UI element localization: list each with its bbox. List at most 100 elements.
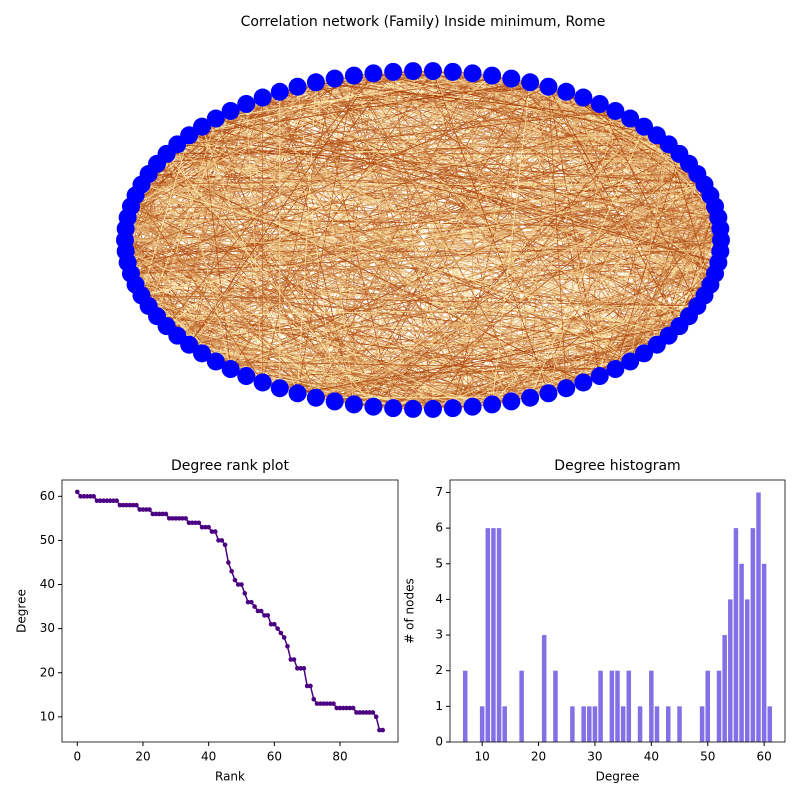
edge (230, 194, 711, 370)
edge (334, 78, 669, 145)
point (176, 516, 182, 521)
point (101, 498, 106, 504)
edge (510, 78, 616, 370)
point (278, 630, 284, 636)
edge (262, 382, 567, 389)
bar (649, 670, 654, 742)
point (268, 621, 274, 627)
bar (581, 706, 586, 742)
bar (479, 706, 485, 742)
node (521, 388, 540, 407)
edge (511, 305, 698, 402)
edge (148, 173, 631, 362)
point (275, 626, 280, 631)
y-tick-label: 3 (435, 628, 443, 642)
point (153, 511, 159, 517)
point (140, 507, 146, 512)
node (237, 94, 256, 113)
point (370, 710, 376, 715)
edge (157, 315, 657, 346)
node (206, 352, 225, 371)
node (539, 384, 558, 403)
bar (761, 563, 767, 742)
edge (315, 134, 658, 399)
edge (614, 110, 645, 354)
x-tick-label: 60 (267, 750, 282, 764)
edge (127, 78, 335, 263)
edge (189, 344, 473, 408)
node (288, 384, 307, 403)
point (183, 516, 188, 521)
edge (125, 91, 567, 252)
point (258, 608, 264, 614)
edge (432, 70, 698, 175)
bar (570, 706, 575, 742)
point (239, 582, 244, 587)
bar (502, 706, 507, 742)
edge (334, 173, 698, 402)
point (196, 520, 202, 526)
node (539, 77, 558, 96)
bar (462, 670, 468, 742)
edge (297, 325, 680, 394)
node (288, 77, 307, 96)
x-axis-label: Rank (215, 770, 245, 784)
edge (452, 78, 512, 409)
edge (688, 163, 705, 296)
point (334, 705, 340, 711)
point (117, 502, 123, 508)
node (325, 392, 344, 411)
edge (452, 91, 567, 409)
edge (353, 126, 645, 405)
node (621, 109, 640, 128)
edge (166, 153, 716, 275)
point (166, 516, 172, 521)
edge (141, 135, 190, 296)
point (295, 666, 300, 671)
edge (141, 71, 454, 296)
node (463, 64, 482, 83)
edge (188, 70, 434, 346)
edge (188, 134, 567, 389)
edge (583, 97, 711, 285)
x-tick-label: 30 (587, 750, 602, 764)
y-tick-label: 50 (40, 533, 55, 547)
node (423, 399, 442, 418)
y-tick-label: 20 (40, 665, 55, 679)
point (216, 538, 221, 543)
edge (511, 78, 690, 165)
point (150, 511, 156, 517)
node (483, 66, 502, 85)
edge (353, 75, 680, 327)
node (557, 82, 576, 101)
x-axis-label: Degree (596, 770, 640, 784)
edge (510, 153, 680, 402)
node (384, 399, 403, 418)
edge (188, 103, 247, 345)
node (364, 397, 383, 416)
point (324, 701, 330, 706)
y-tick-label: 1 (435, 699, 443, 713)
point (94, 498, 100, 504)
bar (615, 670, 620, 742)
node (306, 388, 325, 407)
node (635, 117, 654, 136)
point (301, 666, 307, 671)
bar (705, 670, 710, 742)
point (252, 604, 257, 609)
node (590, 94, 609, 113)
edge (279, 184, 705, 389)
bar (496, 528, 502, 742)
edge (629, 184, 705, 362)
edge (201, 126, 298, 394)
node (621, 352, 640, 371)
edge (548, 86, 721, 230)
point (74, 489, 80, 495)
node (344, 395, 363, 414)
node (192, 117, 211, 136)
edge (189, 134, 698, 307)
node (237, 367, 256, 386)
edge (127, 217, 335, 402)
node (253, 88, 272, 107)
node (384, 62, 403, 81)
